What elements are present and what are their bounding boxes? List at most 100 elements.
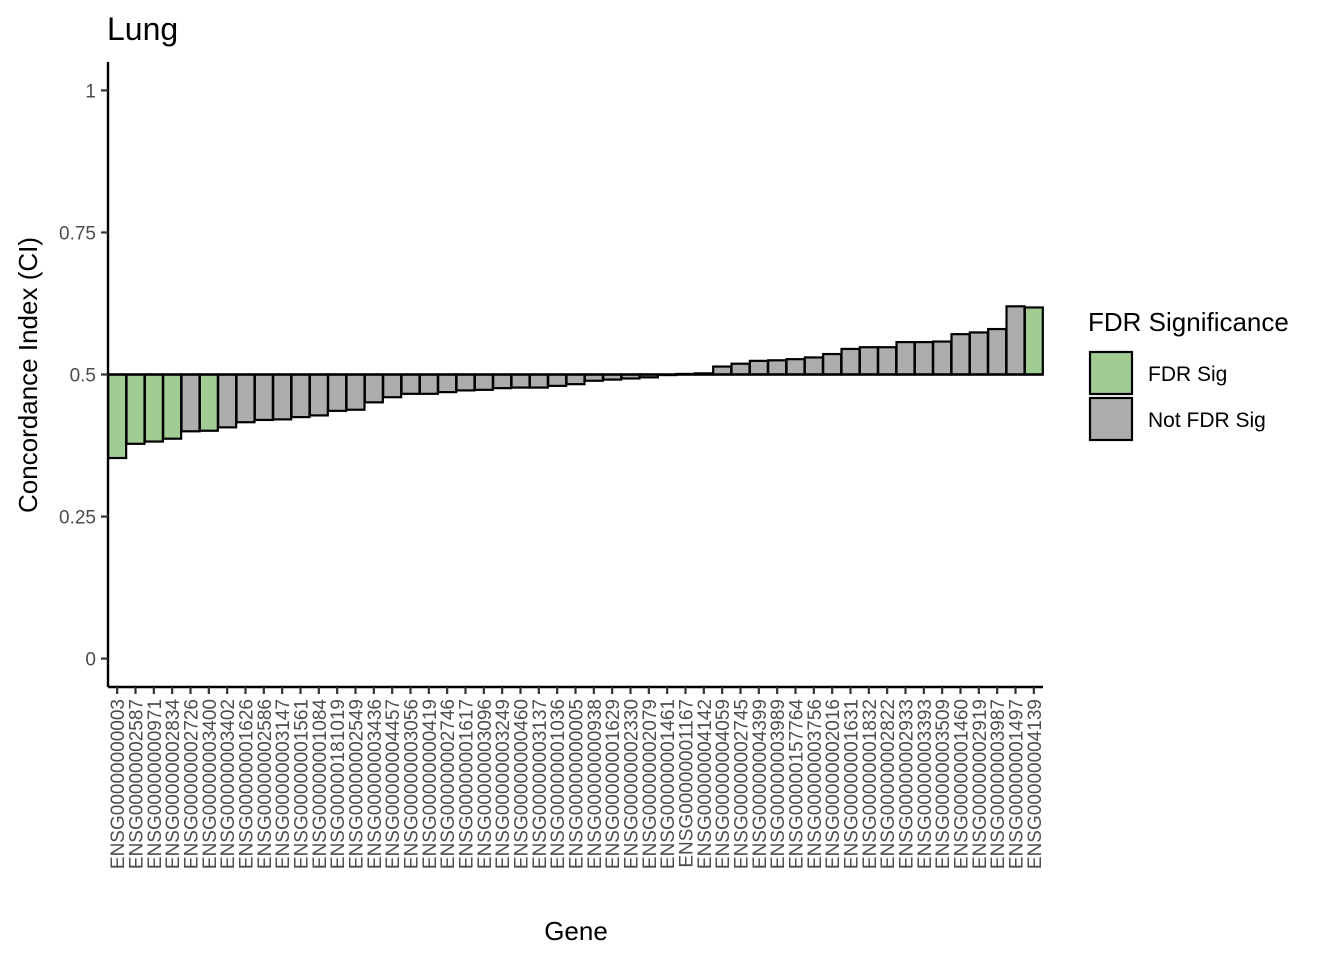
- legend-swatch-not-fdr-sig: [1088, 396, 1134, 442]
- x-tick-label: ENSG00000003756: [805, 699, 826, 869]
- bar-ENSG00000002016: [822, 352, 843, 376]
- bar-ENSG00000001084: [308, 373, 329, 417]
- bar-ENSG00000001631: [840, 347, 861, 376]
- x-tick-label: ENSG00000003436: [365, 699, 386, 869]
- bar-ENSG00000003137: [528, 373, 549, 389]
- x-tick-label: ENSG00000002919: [970, 699, 991, 869]
- bar-ENSG00000000460: [510, 373, 531, 389]
- x-tick-label: ENSG00000003400: [200, 699, 221, 869]
- bar-ENSG00000001036: [547, 373, 568, 387]
- y-tick-label: 0.5: [70, 366, 96, 387]
- bar-ENSG00000181019: [327, 373, 348, 412]
- y-tick-label: 0.75: [59, 223, 96, 244]
- x-tick-label: ENSG00000001084: [310, 699, 331, 870]
- bar-ENSG00000002746: [437, 373, 458, 394]
- x-tick-label: ENSG00000181019: [328, 699, 349, 869]
- x-tick-label: ENSG00000004142: [695, 699, 716, 869]
- bar-ENSG00000004457: [382, 373, 403, 399]
- x-tick-label: ENSG00000003137: [530, 699, 551, 869]
- x-axis-title: Gene: [544, 916, 608, 946]
- bar-ENSG00000002834: [162, 373, 183, 440]
- x-tick-label: ENSG00000002834: [163, 699, 184, 870]
- x-tick-label: ENSG00000001460: [952, 699, 973, 869]
- y-tick-label: 0: [85, 650, 96, 671]
- y-axis: 0 0.25 0.5 0.75 1: [59, 62, 110, 687]
- bar-ENSG00000004139: [1023, 306, 1044, 376]
- x-tick-label: ENSG00000002745: [732, 699, 753, 869]
- y-axis-title: Concordance Index (CI): [13, 237, 43, 513]
- x-tick-label: ENSG00000000005: [567, 699, 588, 869]
- bar-ENSG00000002822: [877, 346, 898, 376]
- legend-label-fdr-sig: FDR Sig: [1148, 363, 1227, 386]
- x-tick-label: ENSG00000000003: [108, 699, 129, 869]
- bar-ENSG00000003147: [272, 373, 293, 421]
- x-tick-label: ENSG00000004399: [750, 699, 771, 869]
- x-tick-label: ENSG00000001631: [842, 699, 863, 869]
- bar-ENSG00000157764: [785, 358, 806, 376]
- x-tick-label: ENSG00000000419: [420, 699, 441, 869]
- bar-ENSG00000003436: [363, 373, 384, 404]
- x-tick-label: ENSG00000001461: [658, 699, 679, 869]
- bar-ENSG00000002586: [253, 373, 274, 422]
- bar-ENSG00000000419: [418, 373, 439, 395]
- x-tick-label: ENSG00000002079: [640, 699, 661, 869]
- bar-ENSG00000002726: [180, 373, 201, 433]
- bar-ENSG00000003987: [987, 327, 1008, 376]
- bar-ENSG00000001617: [455, 373, 476, 392]
- x-tick-label: ENSG00000001629: [603, 699, 624, 869]
- y-tick-label: 1: [85, 81, 96, 102]
- bar-ENSG00000003393: [913, 341, 934, 376]
- x-tick-label: ENSG00000157764: [787, 699, 808, 870]
- x-tick-label: ENSG00000000460: [512, 699, 533, 869]
- bar-ENSG00000001497: [1005, 305, 1026, 376]
- x-tick-label: ENSG00000003096: [475, 699, 496, 869]
- x-tick-label: ENSG00000000938: [585, 699, 606, 869]
- bar-ENSG00000002745: [730, 362, 751, 376]
- x-tick-label: ENSG00000001497: [1007, 699, 1028, 869]
- bar-ENSG00000003402: [217, 373, 238, 429]
- x-tick-label: ENSG00000001036: [548, 699, 569, 869]
- x-tick-label: ENSG00000004139: [1025, 699, 1046, 869]
- legend-title: FDR Significance: [1088, 307, 1289, 337]
- bars-group: [107, 305, 1044, 460]
- x-tick-label: ENSG00000003989: [768, 699, 789, 869]
- bar-ENSG00000003400: [198, 373, 219, 432]
- bar-ENSG00000001832: [858, 346, 879, 376]
- legend-swatch-fdr-sig: [1088, 350, 1134, 396]
- x-tick-label: ENSG00000003509: [933, 699, 954, 869]
- x-tick-label: ENSG00000002586: [255, 699, 276, 869]
- x-tick-label: ENSG00000001617: [457, 699, 478, 869]
- bar-ENSG00000004399: [748, 359, 769, 376]
- x-tick-label: ENSG00000002746: [438, 699, 459, 869]
- x-tick-label: ENSG00000003987: [988, 699, 1009, 869]
- x-tick-label: ENSG00000002587: [127, 699, 148, 869]
- bar-ENSG00000003096: [473, 373, 494, 391]
- x-tick-label: ENSG00000003249: [493, 699, 514, 869]
- legend-label-not-fdr-sig: Not FDR Sig: [1148, 409, 1266, 432]
- bar-ENSG00000001626: [235, 373, 256, 424]
- bar-ENSG00000000971: [143, 373, 164, 443]
- x-tick-label: ENSG00000002822: [878, 699, 899, 869]
- chart-title: Lung: [107, 11, 178, 47]
- bar-ENSG00000002919: [968, 331, 989, 376]
- x-tick-label: ENSG00000001561: [292, 699, 313, 869]
- bar-ENSG00000003756: [803, 356, 824, 376]
- x-tick-label: ENSG00000001832: [860, 699, 881, 869]
- x-tick-label: ENSG00000001626: [237, 699, 258, 869]
- bar-ENSG00000000005: [565, 373, 586, 386]
- x-tick-label: ENSG00000002016: [823, 699, 844, 869]
- bar-ENSG00000001561: [290, 373, 311, 419]
- x-tick-label: ENSG00000002549: [347, 699, 368, 869]
- x-tick-label: ENSG00000004457: [383, 699, 404, 869]
- bar-ENSG00000000003: [107, 373, 128, 460]
- x-tick-label: ENSG00000002726: [182, 699, 203, 869]
- bar-ENSG00000003249: [492, 373, 513, 390]
- x-tick-label: ENSG00000001167: [677, 699, 698, 868]
- x-tick-label: ENSG00000002933: [897, 699, 918, 869]
- bar-ENSG00000001460: [950, 333, 971, 376]
- bar-ENSG00000002933: [895, 341, 916, 376]
- bar-ENSG00000002549: [345, 373, 366, 411]
- y-tick-label: 0.25: [59, 508, 96, 529]
- bar-ENSG00000003989: [767, 359, 788, 376]
